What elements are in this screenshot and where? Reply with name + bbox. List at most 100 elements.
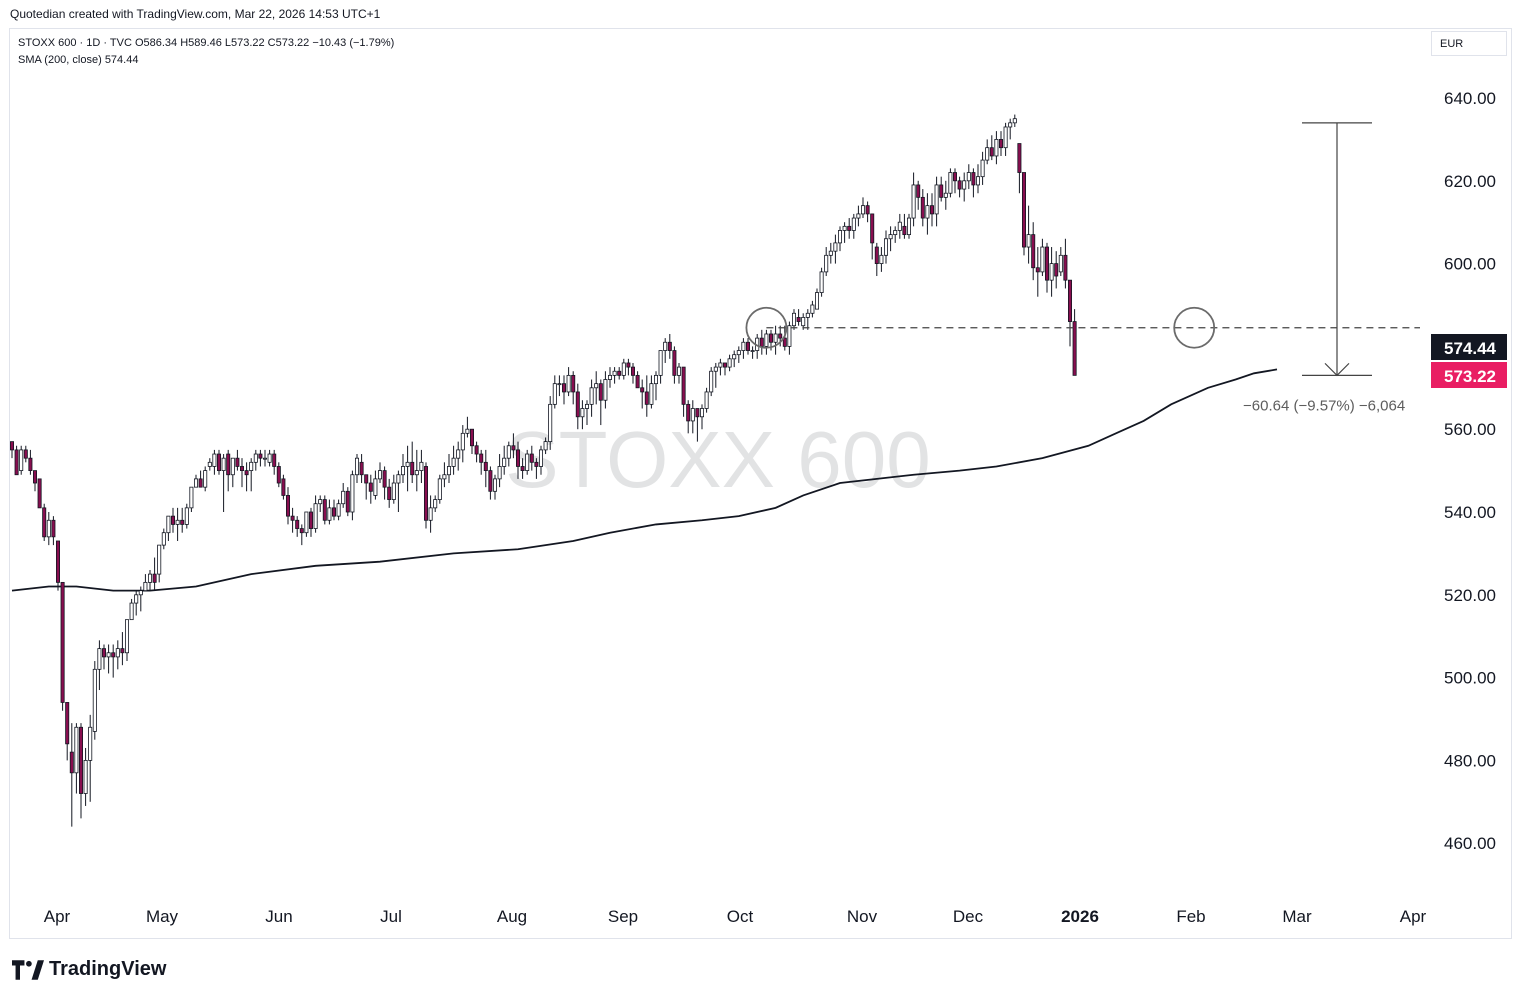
candle	[134, 590, 139, 616]
candle	[1022, 172, 1027, 256]
candle-body	[534, 461, 539, 467]
candle-body	[115, 648, 120, 658]
candle	[787, 321, 792, 355]
candle	[239, 458, 244, 488]
candle	[1026, 205, 1031, 264]
candle-body	[884, 238, 889, 256]
candle-body	[106, 652, 111, 658]
candle-body	[727, 358, 732, 368]
y-tick-label: 560.00	[1444, 420, 1496, 439]
candle-body	[483, 461, 488, 472]
candle-body	[262, 457, 267, 460]
candle-body	[704, 391, 709, 409]
candle	[1058, 247, 1063, 277]
y-tick-label: 540.00	[1444, 503, 1496, 522]
tradingview-logo[interactable]: TradingView	[12, 958, 166, 981]
candle	[400, 454, 405, 484]
candle-body	[239, 466, 244, 471]
candle-body	[193, 478, 198, 488]
candle-body	[230, 457, 235, 476]
candle	[732, 350, 737, 368]
candle	[815, 288, 820, 310]
candle-body	[520, 466, 525, 471]
candle	[456, 441, 461, 471]
candle-body	[1049, 263, 1054, 281]
candle-body	[865, 205, 870, 215]
candle	[1072, 309, 1077, 376]
currency-selector[interactable]: EUR	[1431, 31, 1507, 56]
candle	[184, 503, 189, 529]
candle	[907, 213, 912, 239]
candle	[948, 168, 953, 198]
candle-body	[769, 333, 774, 343]
candle-body	[19, 449, 24, 471]
candle	[861, 197, 866, 219]
candle	[782, 325, 787, 351]
candle-body	[1012, 118, 1017, 124]
candle-body	[1008, 122, 1013, 128]
candle-body	[571, 374, 576, 393]
candle	[382, 466, 387, 500]
candle-body	[258, 453, 263, 459]
candle	[566, 367, 571, 397]
candle-body	[672, 350, 677, 376]
candle-body	[327, 507, 332, 521]
candle	[557, 375, 562, 397]
candle-body	[778, 333, 783, 339]
y-tick-label: 600.00	[1444, 255, 1496, 274]
candle-body	[989, 147, 994, 157]
candle	[341, 483, 346, 508]
candle-body	[336, 503, 341, 517]
candle	[681, 366, 686, 417]
candle	[1012, 114, 1017, 127]
x-tick-label: Jun	[265, 907, 292, 926]
candle-body	[686, 403, 691, 422]
candle	[46, 512, 51, 546]
candle-body	[856, 213, 861, 219]
candle-body	[631, 366, 636, 376]
candle-body	[787, 325, 792, 347]
candle	[14, 445, 19, 476]
candle	[1008, 118, 1013, 140]
candle	[631, 362, 636, 384]
x-tick-label: May	[146, 907, 179, 926]
candle-body	[635, 374, 640, 389]
candle-body	[994, 138, 999, 157]
candle-body	[460, 432, 465, 451]
candle	[736, 346, 741, 363]
candle	[170, 507, 175, 533]
candle	[1003, 122, 1008, 156]
candle	[249, 458, 254, 492]
candle	[663, 338, 668, 363]
candle	[677, 362, 682, 384]
candle-body	[948, 172, 953, 194]
candle	[446, 454, 451, 484]
candle	[833, 234, 838, 264]
candle-body	[313, 503, 318, 529]
candle	[621, 358, 626, 380]
candle	[290, 507, 295, 533]
candle	[377, 462, 382, 484]
candle	[125, 619, 130, 662]
candle-body	[943, 192, 948, 198]
candle	[37, 478, 42, 509]
candle	[336, 499, 341, 521]
candle-body	[322, 499, 327, 521]
candle-body	[552, 383, 557, 405]
candle	[805, 309, 810, 330]
candle-body	[681, 366, 686, 405]
candle-body	[9, 441, 14, 451]
x-tick-label: Oct	[727, 907, 754, 926]
candle	[966, 164, 971, 190]
candle	[856, 205, 861, 227]
candle-body	[373, 478, 378, 496]
candle-body	[1063, 254, 1068, 281]
candle	[364, 474, 369, 500]
candle-body	[736, 350, 741, 356]
candle	[272, 449, 277, 475]
candle	[1040, 238, 1045, 277]
candle-body	[782, 337, 787, 347]
candle-body	[442, 474, 447, 480]
candle-body	[267, 453, 272, 463]
